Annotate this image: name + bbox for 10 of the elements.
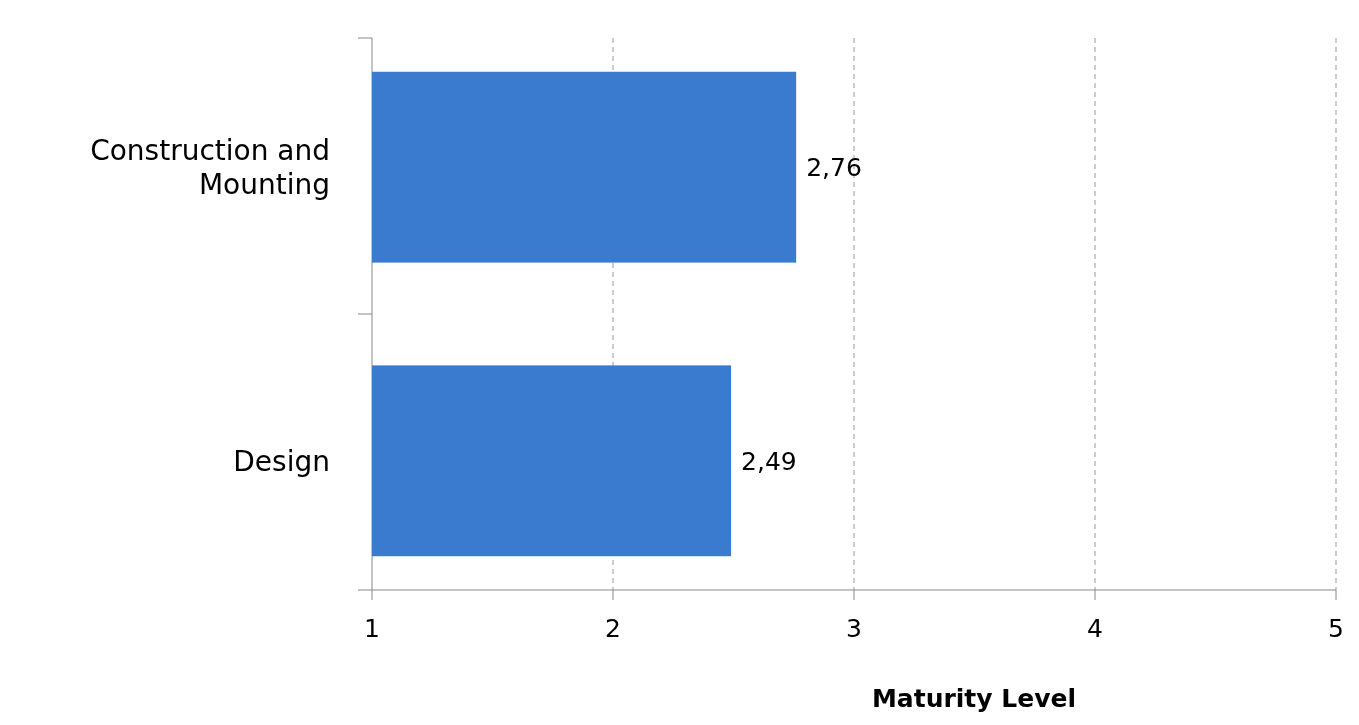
y-tick-label: Design: [233, 444, 330, 478]
data-label: 2,49: [741, 446, 797, 476]
data-label: 2,76: [806, 153, 862, 183]
x-tick-label: 2: [605, 614, 621, 643]
x-tick-label: 5: [1328, 614, 1344, 643]
y-tick-label: Construction and Mounting: [90, 134, 330, 202]
x-tick-label: 3: [846, 614, 862, 643]
x-axis-title: Maturity Level: [871, 684, 1077, 713]
x-tick-label: 4: [1087, 614, 1103, 643]
x-tick-label: 1: [364, 614, 380, 643]
